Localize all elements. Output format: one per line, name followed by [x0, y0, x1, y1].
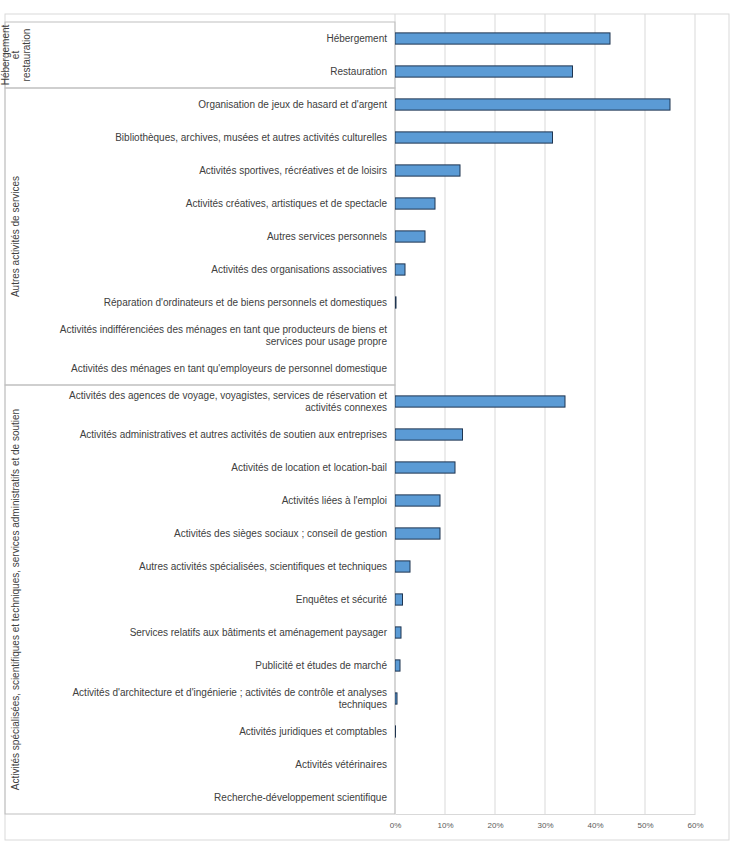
category-label: Activités sportives, récréatives et de l…	[199, 164, 387, 175]
tick: 30%	[537, 814, 553, 830]
group-box	[5, 88, 395, 385]
bar	[395, 99, 670, 110]
tick-label: 10%	[437, 821, 453, 830]
bar	[395, 33, 610, 44]
bar	[395, 627, 401, 638]
x-axis: 0% 10% 20% 30% 40% 50% 60%	[390, 814, 704, 830]
tick-label: 60%	[687, 821, 703, 830]
category-label: Activités juridiques et comptables	[239, 725, 387, 736]
category-label: Recherche-développement scientifique	[214, 791, 387, 802]
category-label: Organisation de jeux de hasard et d'arge…	[198, 98, 387, 109]
grid-line	[645, 14, 646, 814]
bar	[395, 165, 460, 176]
category-label: Activités liées à l'emploi	[282, 494, 387, 505]
category-label: Autres services personnels	[267, 230, 387, 241]
category-label: Services relatifs aux bâtiments et aména…	[130, 626, 388, 637]
bar	[395, 726, 396, 737]
bar	[395, 231, 425, 242]
category-label: Activités vétérinaires	[295, 758, 387, 769]
category-label: Activités des sièges sociaux ; conseil d…	[174, 527, 387, 538]
bar	[395, 396, 565, 407]
group-label: Hébergementetrestauration	[0, 24, 31, 85]
group-box	[5, 22, 395, 88]
bar	[395, 264, 405, 275]
grid-line	[595, 14, 596, 814]
bar	[395, 330, 396, 341]
tick: 50%	[637, 814, 653, 830]
group-box	[5, 385, 395, 814]
bar	[395, 297, 396, 308]
group-label: Activités spécialisées, scientifiques et…	[10, 409, 21, 790]
tick: 60%	[687, 814, 703, 830]
tick-label: 50%	[637, 821, 653, 830]
bar	[395, 462, 455, 473]
bar	[395, 198, 435, 209]
bar	[395, 759, 396, 770]
tick-label: 20%	[487, 821, 503, 830]
bar	[395, 363, 396, 374]
category-label: Activités des organisations associatives	[211, 263, 387, 274]
category-label: Réparation d'ordinateurs et de biens per…	[104, 296, 387, 307]
bar	[395, 66, 573, 77]
category-label: Restauration	[330, 65, 387, 76]
category-label: Activités indifférenciées des ménages en…	[60, 323, 388, 346]
category-label: Activités d'architecture et d'ingénierie…	[72, 686, 387, 709]
bar	[395, 594, 403, 605]
bar	[395, 660, 400, 671]
bar	[395, 792, 396, 803]
axis-line	[396, 814, 696, 815]
category-label: Activités de location et location-bail	[231, 461, 387, 472]
tick-label: 40%	[587, 821, 603, 830]
tick: 10%	[437, 814, 453, 830]
tick: 0%	[390, 814, 402, 830]
grid-line	[695, 14, 696, 814]
bar	[395, 561, 410, 572]
category-label: Hébergement	[326, 32, 387, 43]
grid	[395, 14, 695, 814]
tick: 20%	[487, 814, 503, 830]
bars	[395, 33, 670, 737]
bar	[395, 495, 440, 506]
bar	[395, 132, 553, 143]
category-label: Activités créatives, artistiques et de s…	[186, 197, 388, 208]
tick: 40%	[587, 814, 603, 830]
category-label: Activités des ménages en tant qu'employe…	[71, 362, 387, 373]
category-label: Activités des agences de voyage, voyagis…	[69, 389, 387, 412]
tick-label: 30%	[537, 821, 553, 830]
chart-frame	[5, 14, 729, 840]
category-label: Bibliothèques, archives, musées et autre…	[115, 131, 387, 142]
category-label: Publicité et études de marché	[255, 659, 387, 670]
tick-label: 0%	[390, 821, 402, 830]
category-label: Enquêtes et sécurité	[296, 593, 388, 604]
chart: Hébergementetrestauration Autres activité…	[0, 0, 734, 851]
bar	[395, 528, 440, 539]
group-label: Autres activités de services	[10, 176, 21, 297]
bar	[395, 693, 397, 704]
category-label: Autres activités spécialisées, scientifi…	[139, 560, 387, 571]
category-label: Activités administratives et autres acti…	[80, 428, 387, 439]
bar	[395, 429, 463, 440]
